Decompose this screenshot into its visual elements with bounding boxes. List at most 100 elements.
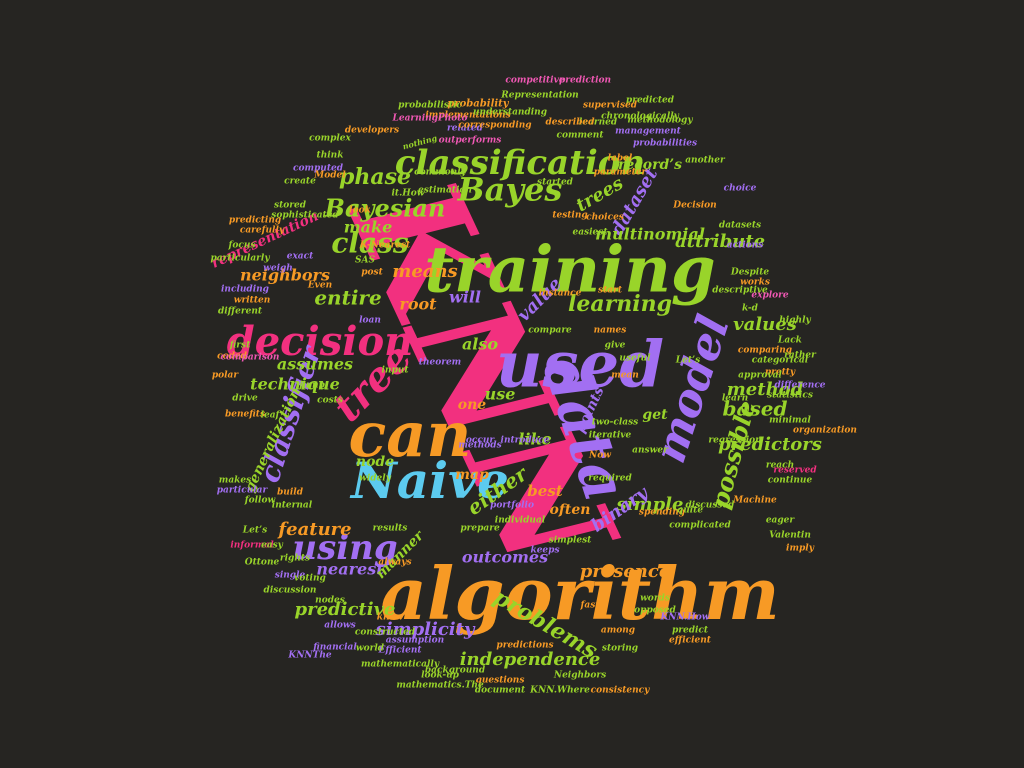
cloud-word-ottone: Ottone — [245, 558, 280, 568]
cloud-word-fast: fast — [580, 601, 601, 611]
cloud-word-informal: informal — [230, 541, 274, 551]
cloud-word-testing: testing — [552, 211, 587, 221]
cloud-word-predictive: predictive — [295, 599, 396, 620]
cloud-word-method: method — [727, 379, 804, 400]
cloud-word-consistency: consistency — [591, 686, 650, 696]
cloud-word-node: node — [356, 454, 394, 470]
cloud-word-efficient: Efficient — [377, 646, 422, 656]
cloud-word-get: get — [642, 407, 668, 423]
cloud-word-particular: particular — [217, 486, 269, 496]
cloud-word-root: root — [399, 295, 437, 314]
cloud-word-look: look — [349, 206, 371, 216]
cloud-word-answer: answer — [632, 446, 669, 456]
cloud-word-entire: entire — [314, 286, 381, 310]
cloud-word-carefully: carefully — [240, 226, 285, 236]
cloud-word-predictors: predictors — [718, 434, 822, 455]
cloud-word-one: one — [458, 397, 487, 413]
cloud-word-individual: individual — [495, 516, 546, 526]
cloud-word-like: like — [518, 430, 551, 449]
cloud-word-phase: phase — [339, 164, 411, 190]
cloud-word-presence: presence — [580, 561, 671, 582]
cloud-word-learned: learned — [579, 118, 618, 128]
cloud-word-eager: eager — [766, 516, 796, 526]
cloud-word-background: background — [425, 666, 486, 676]
cloud-word-organization: organization — [793, 426, 857, 436]
cloud-word-required: required — [588, 474, 632, 484]
cloud-word-management: management — [615, 127, 682, 137]
cloud-word-related: related — [447, 124, 484, 134]
cloud-word-predict: predict — [672, 626, 709, 636]
cloud-word-used: used — [496, 328, 664, 403]
cloud-word-categorical: categorical — [752, 356, 809, 366]
cloud-word-statistics: statistics — [767, 391, 813, 401]
cloud-word-two-class: two-class — [592, 418, 639, 428]
cloud-word-often: often — [550, 502, 591, 518]
cloud-word-probability: probability — [447, 99, 509, 110]
cloud-word-think: think — [317, 151, 344, 161]
cloud-word-will: will — [449, 288, 481, 307]
cloud-word-costs: costs — [317, 396, 343, 406]
cloud-word-exact: exact — [287, 252, 314, 262]
cloud-word-regression: regression — [708, 436, 761, 446]
cloud-word-commonly: commonly — [414, 168, 466, 178]
cloud-word-label: label — [608, 154, 633, 164]
cloud-word-outperforms: outperforms — [439, 136, 502, 146]
cloud-word-also: also — [462, 335, 498, 354]
cloud-word-prediction: prediction — [559, 76, 611, 86]
cloud-word-even: Even — [307, 281, 332, 291]
cloud-word-computed: computed — [293, 164, 344, 174]
cloud-word-decision: Decision — [672, 201, 716, 211]
cloud-word-constructed: constructed — [355, 628, 416, 638]
cloud-word-useful: useful — [619, 354, 651, 364]
cloud-word-imply: imply — [786, 544, 815, 554]
cloud-word-using: using — [292, 528, 397, 568]
cloud-word-let-s: Let’s — [242, 526, 267, 536]
cloud-word-means: means — [392, 261, 457, 282]
cloud-word-outcomes: outcomes — [462, 548, 548, 567]
cloud-word-document: document — [475, 686, 526, 696]
cloud-word-predicting: predicting — [229, 216, 281, 226]
cloud-word-independence: independence — [460, 649, 601, 670]
cloud-word-opposed: opposed — [634, 606, 676, 616]
cloud-word-focus: focus — [228, 241, 256, 251]
cloud-word-pretty: pretty — [765, 368, 796, 378]
cloud-word-including: including — [221, 285, 269, 295]
cloud-word-complicated: complicated — [669, 521, 731, 531]
cloud-word-easy: easy — [261, 541, 284, 551]
cloud-word-jump: jump — [297, 381, 325, 391]
cloud-word-minimal: minimal — [769, 416, 811, 426]
cloud-word-instance: instance — [539, 289, 582, 299]
cloud-word-probabilities: probabilities — [633, 139, 697, 149]
cloud-word-attribute: attribute — [675, 231, 765, 252]
cloud-word-results: results — [373, 524, 408, 534]
cloud-word-class: class — [331, 227, 409, 260]
cloud-word-can: can — [348, 398, 471, 471]
cloud-word-valentin: Valentin — [769, 531, 811, 541]
cloud-word-predicted: predicted — [626, 96, 675, 106]
cloud-word-supervised: supervised — [583, 101, 638, 111]
cloud-word-drive: drive — [232, 394, 258, 404]
cloud-word-continue: continue — [768, 476, 813, 486]
cloud-word-learn: learn — [722, 394, 748, 404]
cloud-word-discussed: discussed — [686, 501, 736, 511]
cloud-word-start: start — [598, 286, 623, 296]
cloud-word-parameter: parameter — [594, 168, 648, 178]
cloud-word-algorithm: algorithm — [380, 551, 779, 636]
cloud-word-let-s: Let’s — [675, 356, 700, 366]
cloud-word-comment: comment — [557, 131, 605, 141]
cloud-word-comparing: comparing — [738, 346, 792, 356]
cloud-word-polar: polar — [212, 371, 240, 381]
cloud-word-internal: internal — [272, 501, 313, 511]
cloud-word-model: Model — [313, 171, 346, 181]
cloud-word-knn-how: KNN.How — [659, 613, 709, 623]
cloud-word-give: give — [605, 341, 626, 351]
cloud-word-portfolio: portfolio — [490, 501, 534, 511]
cloud-word-k-d: k-d — [742, 304, 759, 314]
cloud-word-reserved: reserved — [773, 466, 817, 476]
cloud-word-explore: explore — [751, 291, 789, 301]
cloud-word-post: post — [361, 268, 383, 278]
cloud-word-different: different — [218, 307, 263, 317]
cloud-word-choices: choices — [586, 213, 624, 223]
cloud-word-rights: rights — [280, 554, 310, 564]
